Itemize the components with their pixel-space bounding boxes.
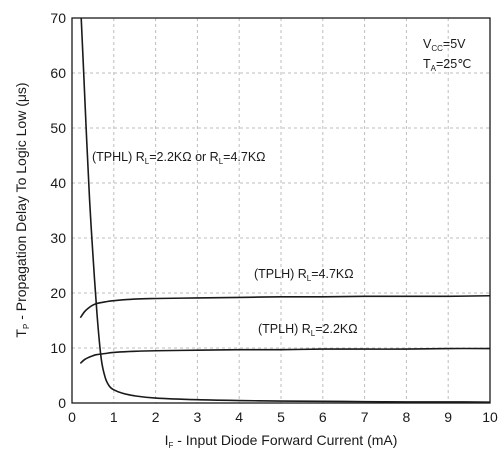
tplh-2-2k-curve (79, 347, 491, 364)
tick-labels: 0 1 2 3 4 5 6 7 8 9 10 0 10 20 30 40 50 60 70 (50, 10, 498, 425)
x-tick-label: 10 (482, 409, 498, 425)
x-tick-label: 5 (277, 409, 285, 425)
y-axis-title: TP - Propagation Delay To Logic Low (μs) (13, 82, 31, 337)
y-tick-label: 10 (50, 340, 66, 356)
plot-frame (71, 17, 491, 404)
annotation-tphl: (TPHL) RL=2.2KΩ or RL=4.7KΩ (92, 150, 266, 166)
y-tick-label: 50 (50, 120, 66, 136)
y-tick-label: 60 (50, 65, 66, 81)
x-tick-label: 3 (194, 409, 202, 425)
x-tick-label: 0 (68, 409, 76, 425)
y-tick-label: 40 (50, 175, 66, 191)
tphl-curve (80, 17, 491, 403)
condition-ta: TA=25℃ (423, 57, 471, 73)
curves (79, 17, 491, 403)
x-tick-label: 2 (152, 409, 160, 425)
x-tick-label: 4 (235, 409, 243, 425)
tplh-4-7k-curve (79, 294, 491, 319)
y-tick-label: 0 (58, 395, 66, 411)
x-tick-label: 6 (319, 409, 327, 425)
x-tick-label: 7 (361, 409, 369, 425)
grid (72, 18, 490, 403)
x-tick-label: 9 (444, 409, 452, 425)
condition-vcc: VCC=5V (423, 37, 466, 53)
y-tick-label: 70 (50, 10, 66, 26)
x-axis-title: IF - Input Diode Forward Current (mA) (165, 432, 398, 450)
y-tick-label: 20 (50, 285, 66, 301)
annotation-tplh-2-2k: (TPLH) RL=2.2KΩ (258, 322, 358, 338)
annotation-tplh-4-7k: (TPLH) RL=4.7KΩ (254, 267, 354, 283)
x-tick-label: 1 (110, 409, 118, 425)
x-tick-label: 8 (403, 409, 411, 425)
y-tick-label: 30 (50, 230, 66, 246)
